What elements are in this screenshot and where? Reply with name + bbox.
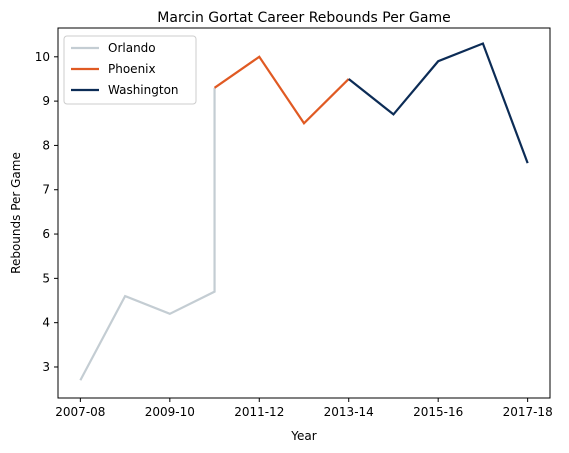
legend-label-phoenix: Phoenix <box>108 62 156 76</box>
y-tick-label: 7 <box>42 183 50 197</box>
series-line-orlando <box>79 87 216 381</box>
legend-box <box>63 35 197 105</box>
plot-area <box>79 42 529 381</box>
x-tick-label: 2015-16 <box>413 405 463 419</box>
x-tick-label: 2009-10 <box>145 405 195 419</box>
x-tick-label: 2013-14 <box>324 405 374 419</box>
x-axis-label: Year <box>290 429 316 443</box>
x-axis: 2007-08 2009-10 2011-12 2013-14 2015-16 2017-… <box>55 398 553 419</box>
y-tick-label: 9 <box>42 94 50 108</box>
y-tick-label: 8 <box>42 138 50 152</box>
legend-label-washington: Washington <box>108 83 179 97</box>
series-line-washington <box>348 42 529 164</box>
y-tick-label: 5 <box>42 271 50 285</box>
series-line-phoenix <box>213 55 350 125</box>
plot-frame <box>57 27 551 399</box>
x-tick-label: 2007-08 <box>55 405 105 419</box>
x-tick-label: 2017-18 <box>503 405 553 419</box>
y-tick-label: 3 <box>42 360 50 374</box>
x-tick-label: 2011-12 <box>234 405 284 419</box>
legend: Orlando Phoenix Washington <box>63 35 197 105</box>
y-tick-label: 4 <box>42 316 50 330</box>
legend-label-orlando: Orlando <box>108 41 156 55</box>
y-tick-label: 6 <box>42 227 50 241</box>
y-axis-label: Rebounds Per Game <box>9 152 23 274</box>
y-axis: 3 4 5 6 7 8 9 10 <box>35 50 58 374</box>
y-tick-label: 10 <box>35 50 50 64</box>
chart-title: Marcin Gortat Career Rebounds Per Game <box>157 10 450 26</box>
